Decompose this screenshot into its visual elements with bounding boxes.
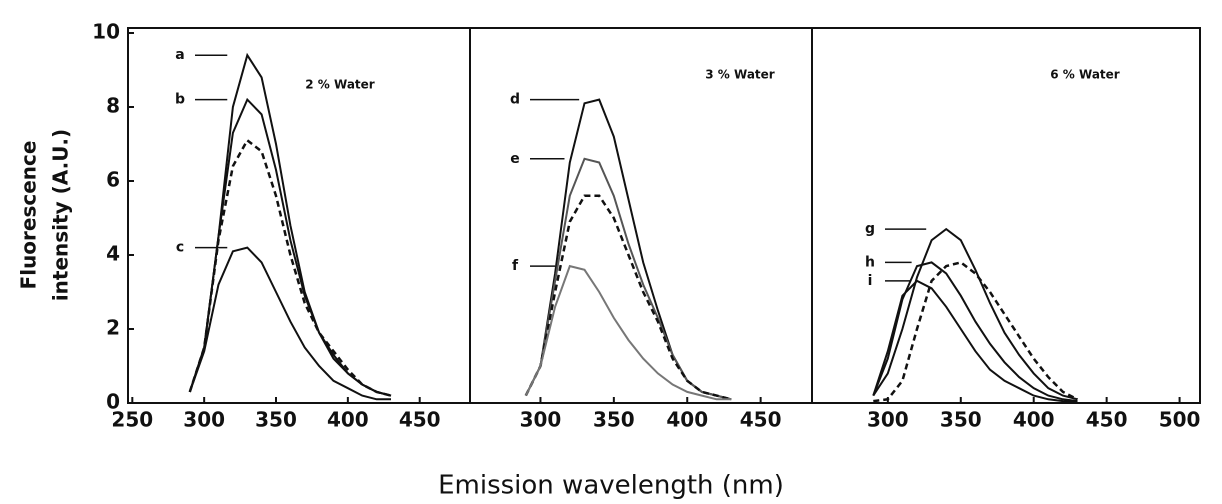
plot-frame (469, 27, 813, 404)
series-line (188, 246, 391, 401)
x-tick-label: 300 (183, 408, 225, 432)
series-line (524, 264, 732, 401)
x-tick-label: 350 (255, 408, 297, 432)
x-tick-label: 300 (520, 408, 562, 432)
y-axis-label: Fluorescence (17, 141, 41, 290)
x-tick-label: 350 (593, 408, 635, 432)
series-line (524, 98, 732, 401)
x-tick-label: 350 (940, 408, 982, 432)
series-line (188, 138, 392, 397)
series-line (872, 227, 1078, 401)
x-tick-label: 250 (111, 408, 153, 432)
plot-frame (811, 27, 1201, 404)
panel-title: 2 % Water (305, 78, 375, 92)
series-line (524, 194, 732, 401)
x-tick-label: 450 (1086, 408, 1128, 432)
y-tick-label: 0 (106, 390, 120, 414)
x-tick-label: 450 (740, 408, 782, 432)
x-axis-label: Emission wavelength (nm) (438, 471, 784, 501)
x-tick-label: 400 (1013, 408, 1055, 432)
series-line (873, 261, 1079, 403)
x-tick-label: 450 (399, 408, 441, 432)
x-tick-label: 400 (327, 408, 369, 432)
y-tick-label: 2 (106, 316, 120, 340)
series-label: g (865, 221, 875, 237)
x-tick-label: 400 (666, 408, 708, 432)
y-tick-label: 4 (106, 242, 120, 266)
series-label: d (510, 92, 520, 108)
series-label: c (176, 240, 184, 256)
plot-frame (127, 27, 471, 404)
y-axis-label: intensity (A.U.) (49, 129, 73, 301)
y-tick-label: 6 (106, 168, 120, 192)
series-line (872, 279, 1078, 404)
y-tick-label: 8 (106, 94, 120, 118)
series-label: i (868, 273, 873, 289)
series-label: b (175, 92, 185, 108)
x-tick-label: 300 (867, 408, 909, 432)
series-line (872, 261, 1078, 403)
series-label: e (510, 151, 520, 167)
y-tick-label: 10 (92, 20, 120, 44)
series-label: a (175, 47, 184, 63)
x-tick-label: 500 (1159, 408, 1201, 432)
series-label: f (512, 258, 519, 274)
panel-title: 3 % Water (705, 68, 775, 82)
series-label: h (865, 254, 875, 270)
panel-title: 6 % Water (1050, 68, 1120, 82)
